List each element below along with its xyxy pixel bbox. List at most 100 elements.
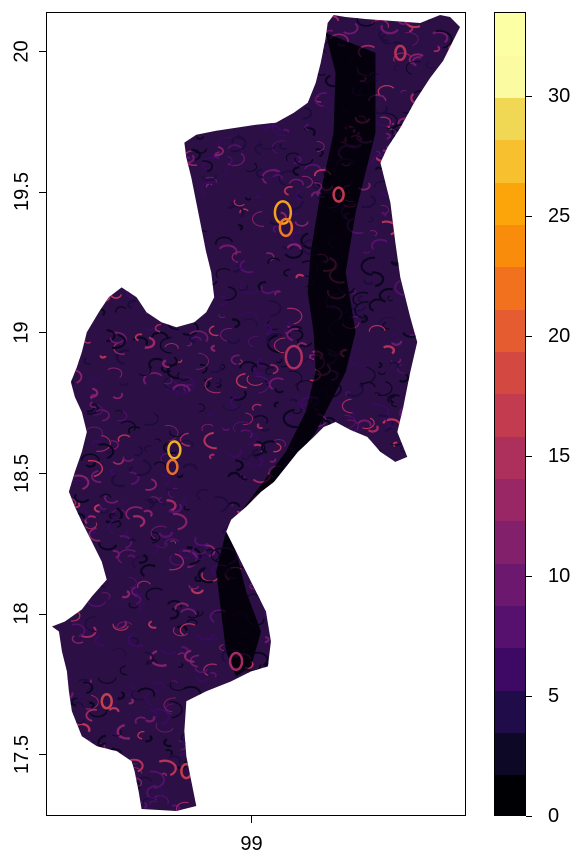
raster-cell [357, 295, 363, 303]
raster-cell [115, 600, 125, 605]
raster-cell [313, 493, 326, 509]
raster-cell [75, 719, 85, 725]
raster-cell [152, 212, 170, 219]
raster-cell [341, 398, 353, 414]
raster-cell [409, 226, 424, 244]
raster-cell [133, 164, 139, 169]
raster-cell [330, 625, 338, 635]
raster-cell [210, 704, 220, 710]
raster-cell [155, 722, 174, 733]
y-tick [39, 191, 46, 193]
raster-cell [130, 637, 139, 646]
raster-cell [257, 527, 272, 539]
raster-cell [226, 90, 240, 107]
raster-cell [432, 30, 449, 44]
raster-cell [410, 545, 419, 555]
raster-cell [187, 610, 200, 619]
raster-cell [178, 440, 194, 447]
raster-cell [375, 681, 390, 692]
raster-cell [68, 237, 75, 244]
raster-cell [134, 716, 147, 725]
raster-cell [83, 357, 91, 365]
y-tick [39, 51, 46, 53]
raster-cell [71, 623, 86, 638]
raster-cell [75, 226, 91, 246]
raster-cell [417, 683, 423, 691]
raster-cell [206, 414, 214, 420]
raster-cell [328, 714, 341, 721]
raster-cell [426, 683, 444, 698]
raster-cell [290, 19, 306, 39]
raster-cell [345, 478, 360, 498]
raster-cell [429, 135, 442, 142]
raster-cell [84, 16, 93, 27]
raster-cell [62, 486, 69, 496]
raster-cell [358, 456, 375, 472]
raster-cell [411, 736, 420, 746]
raster-cell [171, 225, 185, 242]
raster-cell [160, 298, 169, 310]
raster-cell [229, 396, 240, 409]
raster-cell [118, 230, 126, 238]
raster-cell [400, 89, 407, 94]
raster-cell [302, 577, 316, 585]
raster-cell [343, 649, 352, 656]
raster-cell [251, 403, 262, 411]
raster-cell [248, 336, 259, 348]
raster-cell [431, 209, 444, 218]
raster-cell [289, 398, 298, 403]
raster-cell [445, 384, 452, 390]
raster-cell [303, 358, 314, 363]
raster-cell [393, 704, 408, 713]
raster-cell [344, 688, 354, 697]
raster-cell [449, 175, 458, 179]
raster-cell [350, 593, 360, 605]
raster-cell [151, 331, 169, 340]
raster-cell [290, 481, 307, 496]
raster-cell [196, 255, 202, 263]
raster-cell [266, 320, 278, 330]
raster-cell [116, 724, 131, 740]
raster-cell [163, 697, 176, 713]
raster-cell [80, 453, 100, 462]
raster-cell [119, 685, 135, 697]
raster-cell [273, 19, 286, 29]
raster-cell [295, 190, 304, 201]
raster-cell [321, 546, 328, 551]
raster-cell [281, 726, 290, 737]
raster-cell [438, 616, 448, 621]
raster-cell [71, 635, 84, 644]
raster-cell [381, 212, 387, 218]
raster-cell [332, 427, 345, 440]
raster-cell [83, 274, 90, 278]
raster-cell [183, 505, 191, 511]
raster-cell [310, 527, 326, 533]
raster-cell [321, 501, 333, 512]
raster-cell [89, 401, 97, 409]
legend-tick [526, 96, 532, 97]
raster-cell [251, 211, 265, 227]
raster-cell [98, 181, 112, 199]
raster-cell [404, 803, 423, 812]
raster-cell [182, 463, 198, 471]
raster-cell [144, 651, 155, 666]
raster-cell [154, 101, 160, 109]
raster-cell [138, 602, 147, 613]
raster-cell [429, 480, 446, 489]
raster-cell [405, 741, 414, 747]
raster-cell [273, 337, 286, 354]
raster-cell [448, 293, 453, 299]
raster-cell [165, 749, 173, 756]
raster-cell [240, 531, 251, 536]
raster-cell [113, 110, 122, 117]
raster-cell [225, 684, 238, 697]
raster-cell [112, 623, 129, 631]
raster-cell [451, 682, 461, 694]
raster-cell [259, 514, 267, 521]
raster-cell [163, 377, 179, 391]
raster-cell [141, 27, 148, 33]
raster-cell [407, 542, 422, 556]
raster-cell [91, 440, 102, 446]
raster-cell [88, 701, 95, 709]
raster-cell [194, 575, 202, 583]
